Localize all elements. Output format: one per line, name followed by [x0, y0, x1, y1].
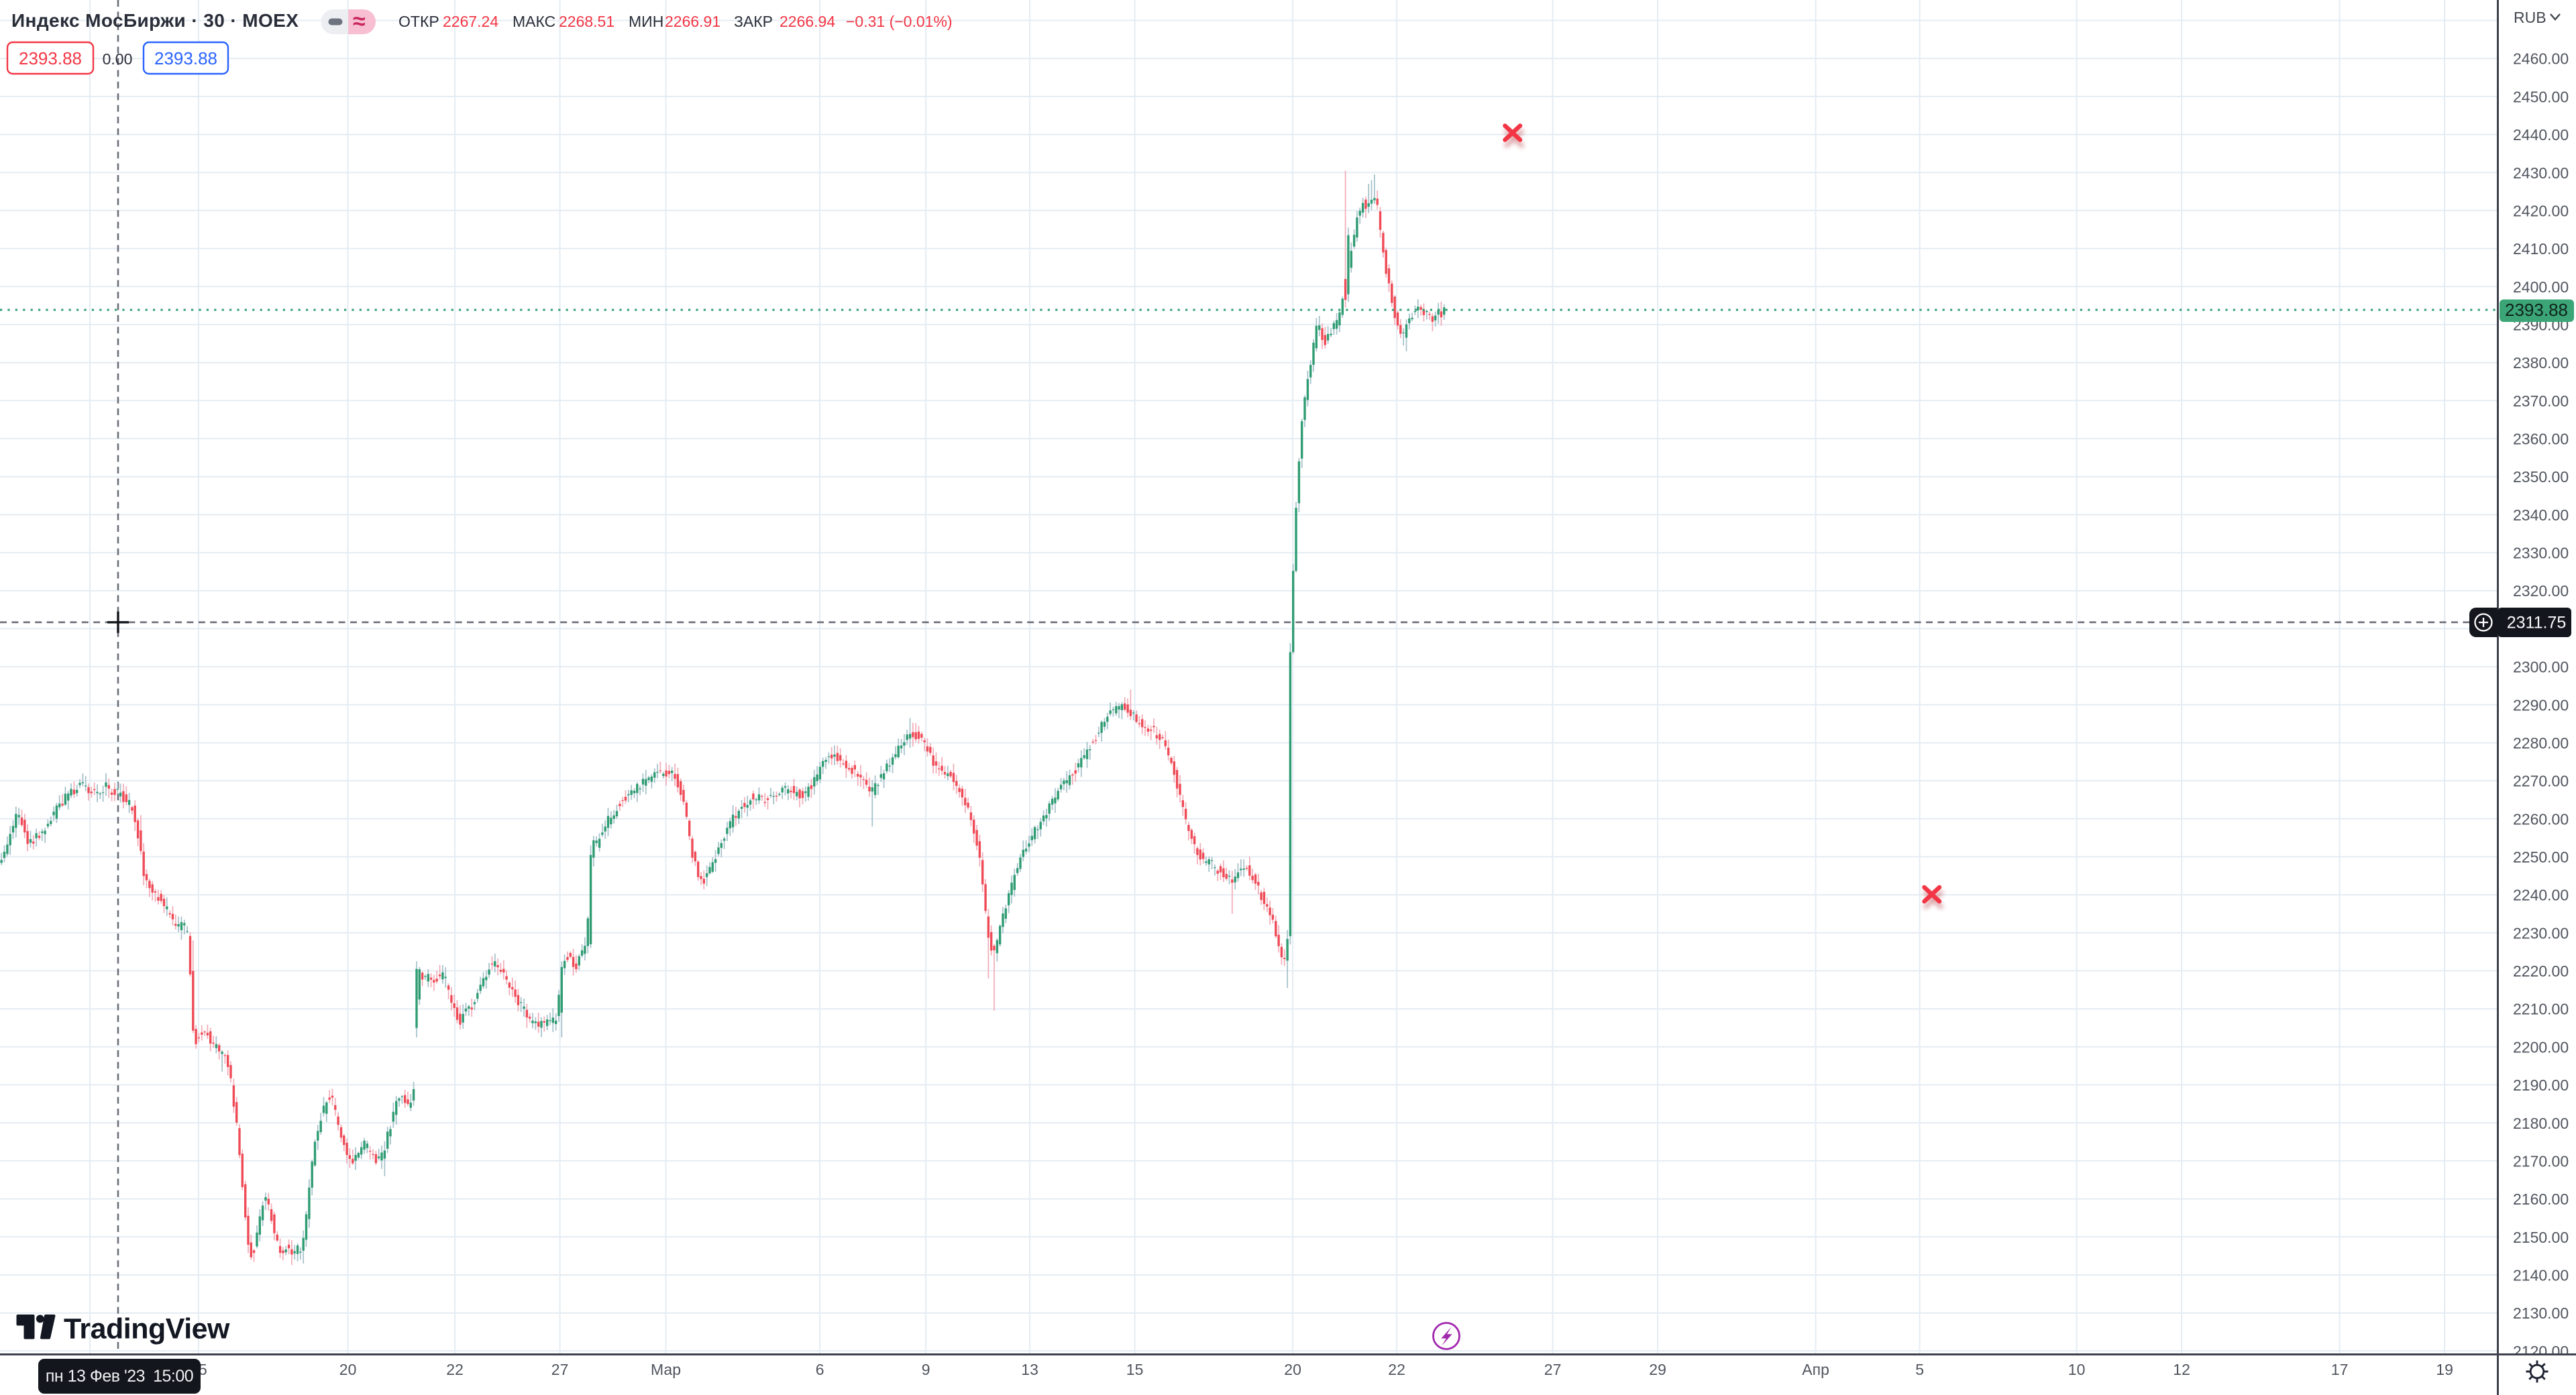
- svg-text:2160.00: 2160.00: [2513, 1190, 2569, 1208]
- svg-text:пн 13 Фев '23 15:00: пн 13 Фев '23 15:00: [46, 1367, 193, 1386]
- svg-text:6: 6: [816, 1361, 824, 1378]
- svg-text:МИН: МИН: [629, 13, 663, 30]
- svg-text:20: 20: [1284, 1361, 1301, 1378]
- svg-text:5: 5: [1915, 1361, 1924, 1378]
- svg-text:10: 10: [2068, 1361, 2086, 1378]
- svg-text:29: 29: [1649, 1361, 1666, 1378]
- svg-text:2393.88: 2393.88: [154, 48, 217, 68]
- svg-text:2210.00: 2210.00: [2513, 1001, 2569, 1018]
- svg-text:2267.24: 2267.24: [443, 13, 498, 30]
- svg-text:2420.00: 2420.00: [2513, 202, 2569, 219]
- svg-text:2180.00: 2180.00: [2513, 1115, 2569, 1132]
- svg-text:2430.00: 2430.00: [2513, 164, 2569, 182]
- svg-text:ОТКР: ОТКР: [398, 13, 439, 30]
- svg-text:TradingView: TradingView: [64, 1313, 230, 1345]
- svg-text:2130.00: 2130.00: [2513, 1304, 2569, 1322]
- svg-text:12: 12: [2173, 1361, 2190, 1378]
- svg-text:2266.91: 2266.91: [665, 13, 720, 30]
- svg-text:2440.00: 2440.00: [2513, 126, 2569, 144]
- svg-text:2140.00: 2140.00: [2513, 1267, 2569, 1284]
- svg-text:2230.00: 2230.00: [2513, 924, 2569, 942]
- svg-text:19: 19: [2436, 1361, 2453, 1378]
- svg-text:2393.88: 2393.88: [19, 48, 82, 68]
- svg-text:2300.00: 2300.00: [2513, 659, 2569, 676]
- svg-text:≈: ≈: [353, 9, 366, 34]
- svg-text:17: 17: [2331, 1361, 2349, 1378]
- svg-text:22: 22: [1388, 1361, 1405, 1378]
- svg-text:27: 27: [1544, 1361, 1562, 1378]
- svg-text:2340.00: 2340.00: [2513, 506, 2569, 524]
- svg-text:ЗАКР: ЗАКР: [734, 13, 773, 30]
- svg-text:2290.00: 2290.00: [2513, 696, 2569, 714]
- svg-text:2350.00: 2350.00: [2513, 468, 2569, 486]
- svg-text:2270.00: 2270.00: [2513, 773, 2569, 790]
- svg-text:2200.00: 2200.00: [2513, 1038, 2569, 1056]
- svg-text:22: 22: [446, 1361, 464, 1378]
- svg-text:20: 20: [339, 1361, 357, 1378]
- svg-text:2266.94: 2266.94: [780, 13, 835, 30]
- svg-text:МАКС: МАКС: [513, 13, 555, 30]
- svg-text:9: 9: [922, 1361, 930, 1378]
- svg-text:2268.51: 2268.51: [559, 13, 614, 30]
- svg-text:2393.88: 2393.88: [2505, 300, 2568, 320]
- svg-text:2311.75: 2311.75: [2507, 614, 2567, 632]
- svg-text:2320.00: 2320.00: [2513, 582, 2569, 600]
- svg-text:−0.31 (−0.01%): −0.31 (−0.01%): [846, 13, 953, 30]
- svg-text:2190.00: 2190.00: [2513, 1076, 2569, 1094]
- svg-text:2400.00: 2400.00: [2513, 278, 2569, 296]
- svg-text:Мар: Мар: [651, 1361, 681, 1378]
- svg-text:2280.00: 2280.00: [2513, 734, 2569, 752]
- svg-text:2150.00: 2150.00: [2513, 1229, 2569, 1246]
- svg-text:RUB: RUB: [2514, 9, 2546, 26]
- svg-text:2220.00: 2220.00: [2513, 962, 2569, 980]
- svg-text:2380.00: 2380.00: [2513, 354, 2569, 372]
- svg-text:2260.00: 2260.00: [2513, 810, 2569, 828]
- svg-text:13: 13: [1021, 1361, 1038, 1378]
- svg-text:2330.00: 2330.00: [2513, 545, 2569, 562]
- svg-text:15: 15: [1126, 1361, 1144, 1378]
- svg-text:2460.00: 2460.00: [2513, 50, 2569, 68]
- svg-text:2250.00: 2250.00: [2513, 848, 2569, 866]
- svg-text:2450.00: 2450.00: [2513, 88, 2569, 105]
- svg-text:27: 27: [551, 1361, 569, 1378]
- svg-text:Апр: Апр: [1802, 1361, 1829, 1378]
- svg-text:Индекс МосБиржи · 30 · MOEX: Индекс МосБиржи · 30 · MOEX: [11, 10, 299, 31]
- svg-text:2370.00: 2370.00: [2513, 392, 2569, 410]
- svg-text:2240.00: 2240.00: [2513, 887, 2569, 904]
- svg-text:2170.00: 2170.00: [2513, 1152, 2569, 1170]
- svg-text:2410.00: 2410.00: [2513, 240, 2569, 258]
- svg-text:0.00: 0.00: [103, 50, 133, 68]
- svg-text:2360.00: 2360.00: [2513, 431, 2569, 448]
